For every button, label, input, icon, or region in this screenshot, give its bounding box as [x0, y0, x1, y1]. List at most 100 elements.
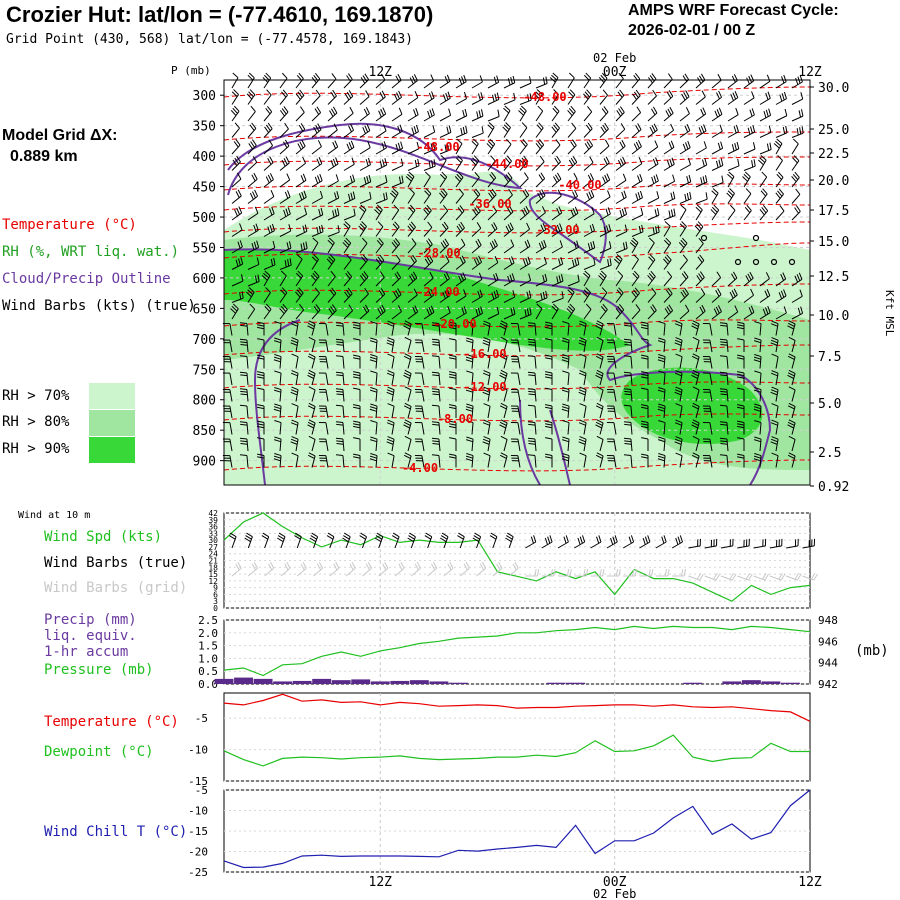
- wind-barb-flag: [432, 324, 440, 327]
- wind-barb-flag: [675, 386, 683, 391]
- wind-barb-flag: [570, 209, 575, 217]
- wind-barb-staff: [709, 389, 713, 402]
- wind-barb-flag: [787, 325, 794, 330]
- wind-barb-flag: [410, 273, 416, 280]
- wind-barb-flag: [788, 336, 796, 341]
- wind-barb-flag: [432, 125, 436, 133]
- wind-barb: [295, 173, 307, 188]
- wind-barb: [657, 453, 666, 468]
- temperature-isotherms: [223, 86, 811, 472]
- wind-barb: [391, 254, 401, 270]
- wind-barb-staff: [325, 356, 329, 369]
- wind-barb-flag: [449, 423, 457, 426]
- wind-barb-staff: [791, 98, 803, 105]
- wind-barb: [711, 90, 723, 105]
- wind-barb-flag: [353, 437, 361, 440]
- wind-barb-staff: [599, 455, 604, 468]
- wind-barb: [290, 337, 299, 353]
- wind-barb-flag: [395, 143, 399, 151]
- wind-barb: [375, 304, 386, 320]
- wind-barb-flag: [491, 188, 497, 196]
- wind-barb-flag: [700, 73, 706, 81]
- wind-barb-flag: [335, 388, 344, 391]
- wind-barb-flag: [637, 192, 641, 200]
- wind-barb-flag: [281, 91, 287, 98]
- wind-barb-staff: [423, 131, 435, 138]
- wind-barb-flag: [273, 439, 281, 443]
- isotherm-label: -4.00: [402, 461, 438, 475]
- wind-barb-flag: [654, 209, 658, 217]
- wind-barb-flag: [343, 239, 350, 246]
- wind-barb-flag: [285, 208, 289, 216]
- wind-barb-staff: [375, 243, 384, 254]
- wind-barb-flag: [527, 94, 530, 102]
- wind-barb-flag: [331, 304, 337, 311]
- wind-barb-staff: [583, 179, 594, 188]
- wind-barb: [743, 271, 754, 287]
- wind-barb: [711, 141, 724, 155]
- wind-barb: [465, 387, 474, 402]
- wind-barb-flag: [483, 370, 491, 374]
- wind-barb-flag: [700, 288, 706, 295]
- wind-barb: [370, 370, 378, 386]
- wind-barb: [499, 320, 508, 336]
- wind-barb-staff: [775, 176, 784, 188]
- wind-barb-staff: [423, 294, 434, 303]
- wind-barb-flag: [686, 123, 691, 131]
- wind-barb-flag: [543, 256, 547, 264]
- wind-barb: [641, 420, 649, 435]
- wind-barb-staff: [438, 422, 441, 435]
- wind-barb: [727, 124, 739, 138]
- wind-barb: [353, 387, 361, 402]
- wind-barb-flag: [651, 304, 657, 311]
- wind-barb: [615, 287, 624, 303]
- wind-barb: [545, 453, 553, 468]
- wind-barb-staff: [631, 309, 641, 320]
- wind-barb-flag: [587, 243, 591, 251]
- wind-barb: [449, 354, 457, 369]
- wind-barb: [606, 569, 621, 577]
- wind-barb: [519, 122, 528, 138]
- wind-barb-flag: [623, 355, 632, 358]
- wind-barb: [657, 337, 666, 353]
- wind-barb-staff: [375, 260, 385, 270]
- wind-barb-staff: [438, 356, 441, 369]
- wind-barb-flag: [545, 290, 548, 298]
- wind-barb-flag: [615, 308, 621, 315]
- wind-barb: [578, 386, 587, 402]
- wind-barb-flag: [552, 107, 558, 114]
- wind-barb: [663, 304, 674, 320]
- wind-barb-flag: [719, 421, 728, 424]
- wind-barb-staff: [647, 293, 657, 303]
- wind-barb: [545, 387, 553, 402]
- wind-barb: [743, 125, 756, 138]
- wind-barb-flag: [573, 241, 577, 249]
- wind-barb-flag: [699, 573, 704, 581]
- wind-barb: [353, 404, 361, 418]
- wind-barb: [674, 320, 683, 336]
- wind-barb-flag: [778, 292, 783, 300]
- wind-barb: [753, 436, 762, 452]
- wind-barb-staff: [375, 181, 388, 188]
- wind-barb-flag: [623, 437, 632, 440]
- wind-barb-flag: [308, 402, 316, 407]
- wind-barb-flag: [449, 561, 454, 569]
- isotherm-line: [223, 344, 811, 357]
- wind-barb: [295, 106, 305, 122]
- wind-barb-staff: [311, 275, 320, 287]
- wind-barb: [414, 388, 425, 402]
- wind-barb: [562, 370, 570, 386]
- wind-barb-flag: [265, 108, 271, 115]
- wind-barb-flag: [265, 176, 270, 184]
- wind-barb-flag: [458, 77, 463, 85]
- wind-barb-staff: [769, 545, 782, 549]
- wind-barb-staff: [471, 98, 483, 105]
- wind-barb: [663, 237, 672, 254]
- wind-barb-flag: [578, 438, 586, 443]
- wind-barb-flag: [553, 105, 560, 112]
- wind-barb: [257, 321, 265, 336]
- wind-barb: [359, 304, 370, 320]
- wind-barb: [343, 157, 355, 171]
- wind-barb-flag: [635, 141, 640, 149]
- isotherm-label: -12.00: [463, 380, 506, 394]
